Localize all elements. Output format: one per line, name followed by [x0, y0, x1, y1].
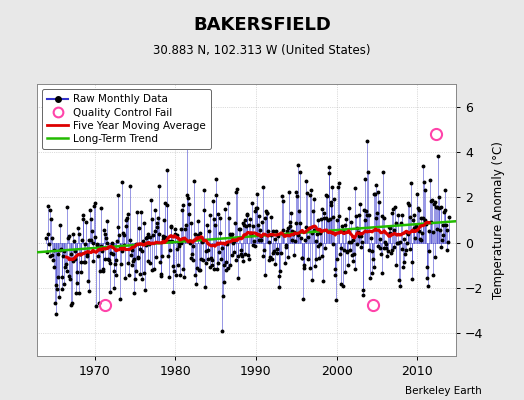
Text: BAKERSFIELD: BAKERSFIELD — [193, 16, 331, 34]
Text: Berkeley Earth: Berkeley Earth — [406, 386, 482, 396]
Legend: Raw Monthly Data, Quality Control Fail, Five Year Moving Average, Long-Term Tren: Raw Monthly Data, Quality Control Fail, … — [42, 89, 211, 149]
Text: 30.883 N, 102.313 W (United States): 30.883 N, 102.313 W (United States) — [153, 44, 371, 57]
Y-axis label: Temperature Anomaly (°C): Temperature Anomaly (°C) — [492, 141, 505, 299]
